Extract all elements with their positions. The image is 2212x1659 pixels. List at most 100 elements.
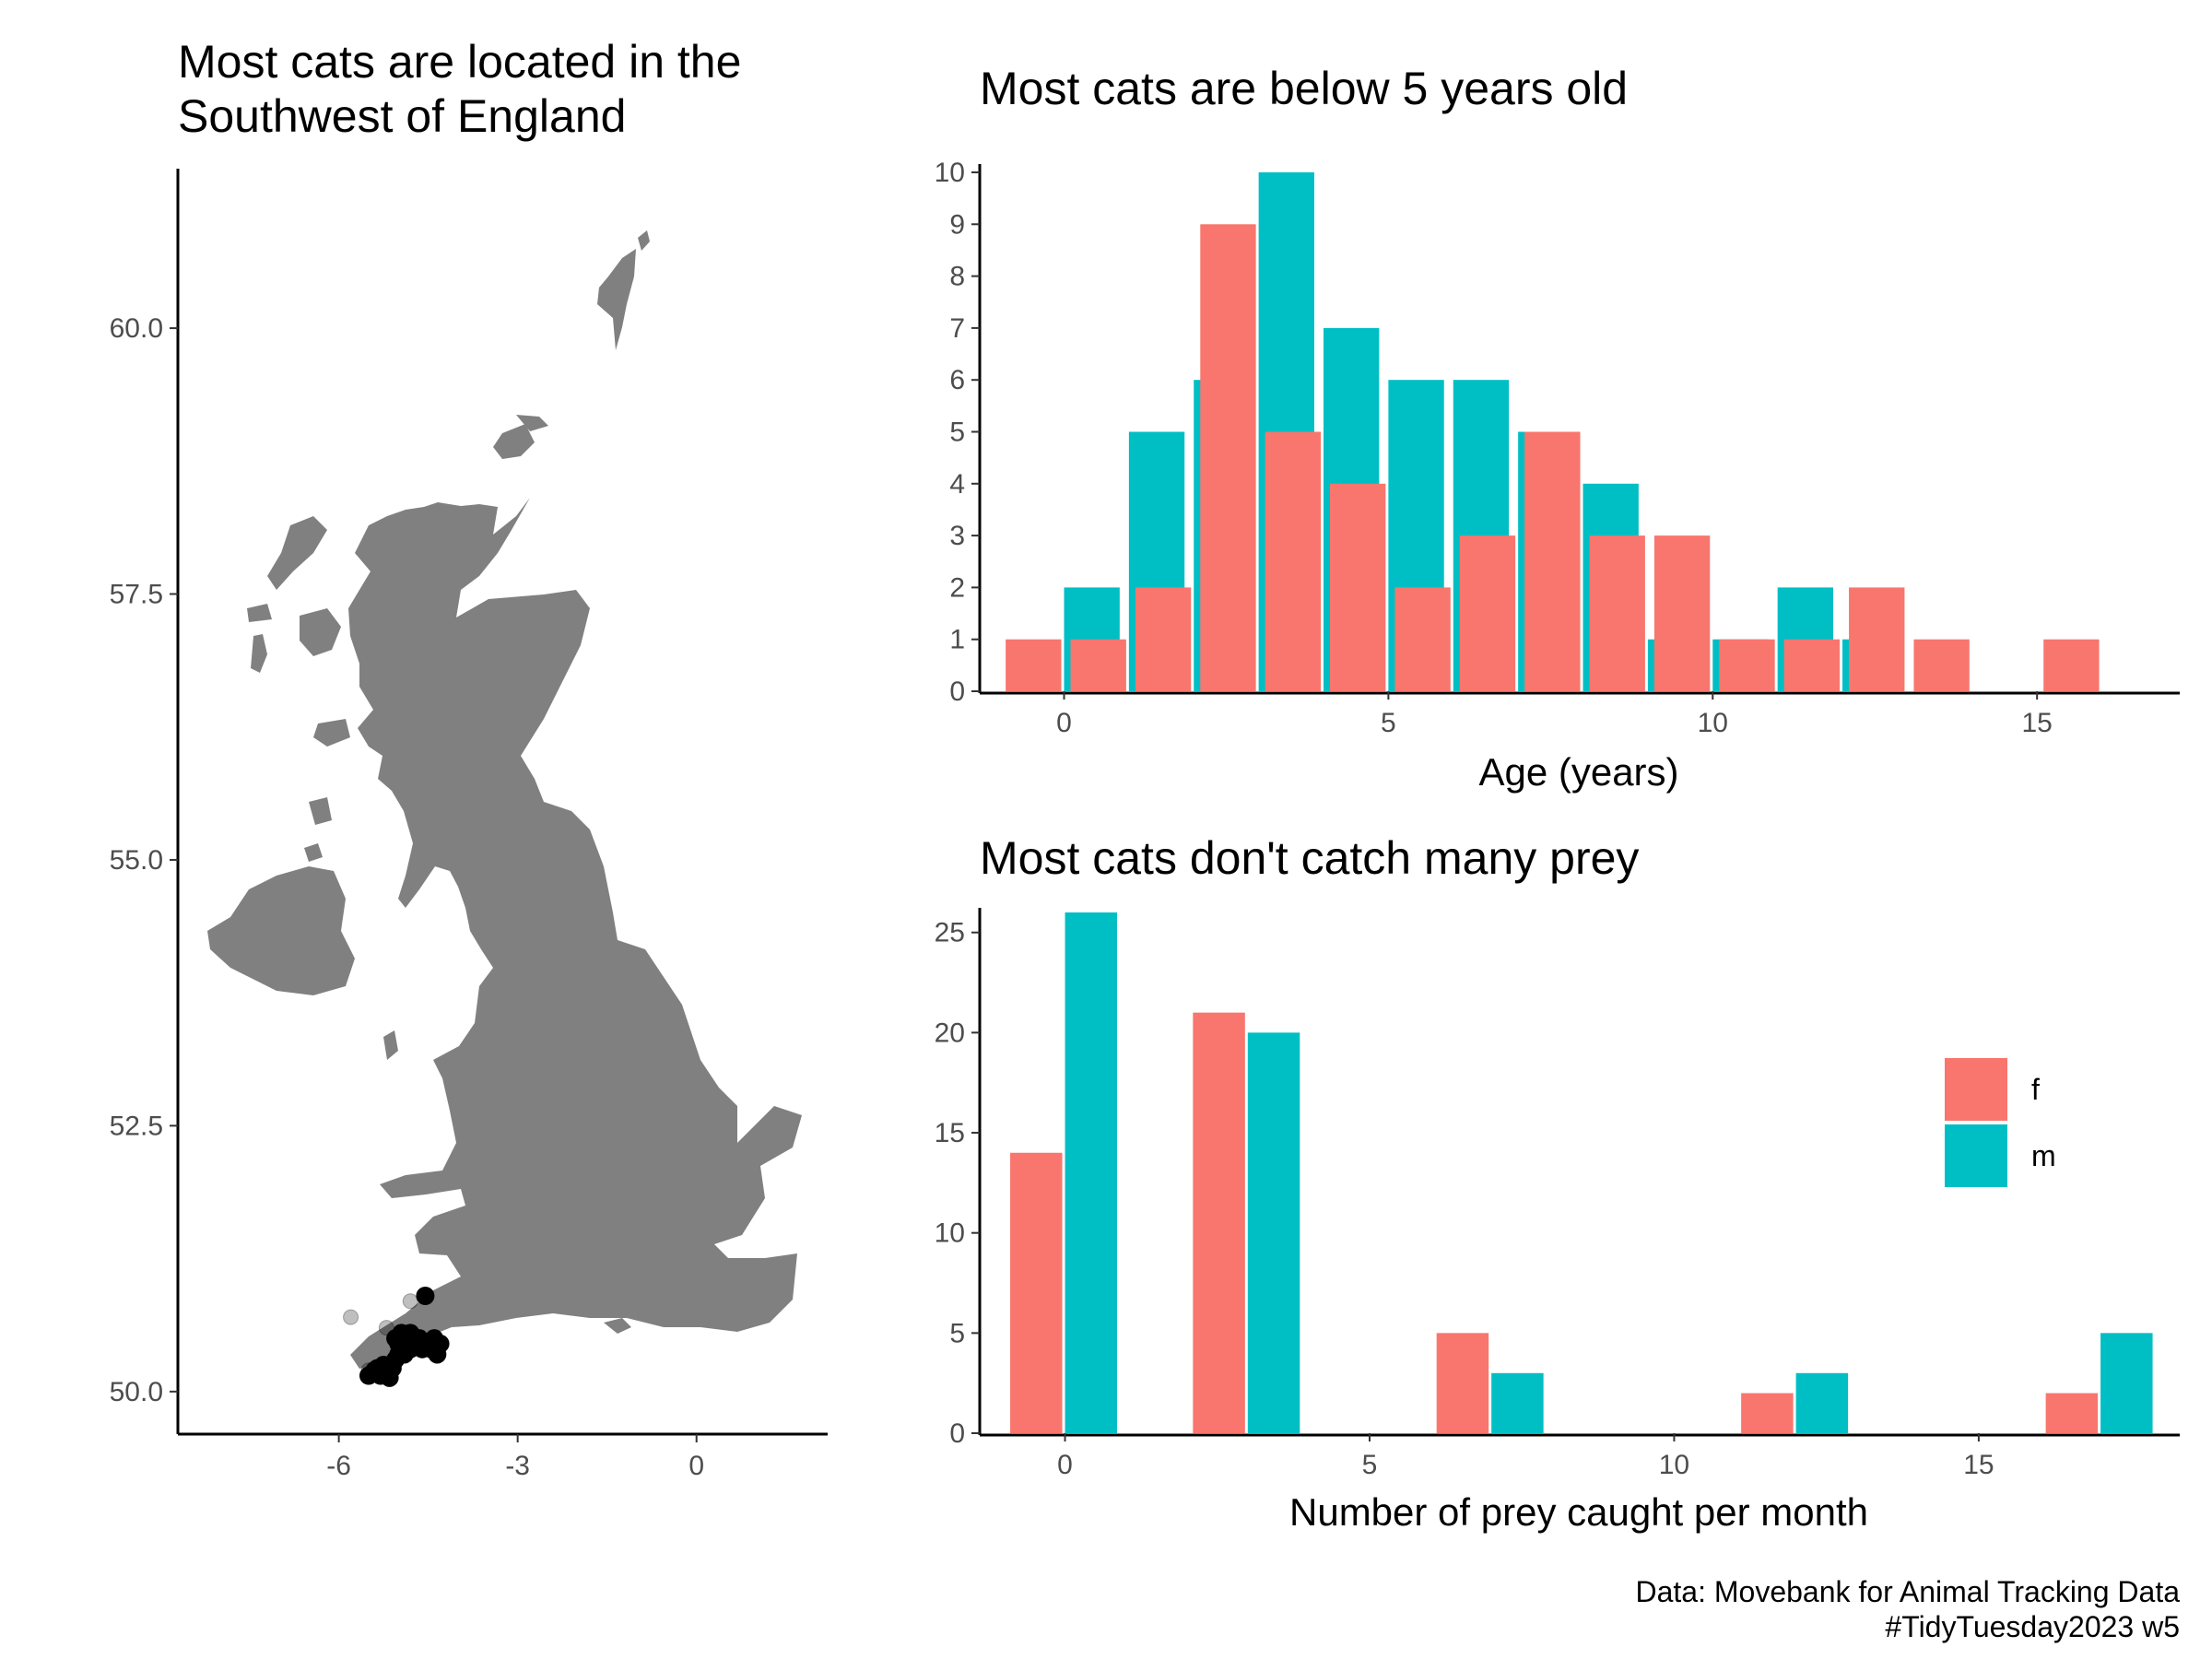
prey-y-tick-label: 10: [935, 1218, 965, 1249]
prey-y-tick-label: 15: [935, 1118, 965, 1148]
prey-bar-f: [1010, 1152, 1063, 1433]
shetland-shape: [597, 249, 636, 350]
prey-y-tick-label: 0: [949, 1418, 965, 1449]
orkney-shape: [493, 424, 535, 459]
age-bar-f: [1459, 535, 1516, 691]
age-bars: [1006, 172, 2100, 692]
age-bar-f: [1006, 639, 1062, 691]
map-y-tick-label: 52.5: [110, 1111, 163, 1141]
age-bar-f: [1719, 639, 1775, 691]
prey-x-ticks: 0 5 10 15: [1057, 1433, 1994, 1480]
age-x-tick-label: 15: [2021, 708, 2052, 738]
prey-bar-m: [1065, 912, 1118, 1433]
map-title-line-1: Most cats are located in the: [178, 36, 741, 88]
prey-x-tick-label: 5: [1362, 1450, 1378, 1480]
age-bar-f: [1265, 431, 1322, 691]
legend-key-f: [1945, 1058, 2007, 1121]
great-britain-shape: [348, 498, 802, 1369]
map-point: [401, 1324, 420, 1343]
map-x-tick-label: -3: [505, 1451, 530, 1481]
outer-hebrides-shape: [267, 516, 327, 590]
age-x-axis-title: Age (years): [1478, 750, 1678, 794]
age-x-tick-label: 10: [1698, 708, 1728, 738]
prey-bar-f: [1193, 1012, 1245, 1433]
map-point: [421, 1339, 441, 1359]
prey-x-tick-label: 15: [1963, 1450, 1994, 1480]
prey-bar-f: [2045, 1393, 2099, 1433]
age-bar-f: [1330, 483, 1386, 691]
hebrides-small-shape-1: [247, 604, 272, 622]
age-bar-f: [1653, 535, 1711, 691]
prey-panel: Most cats don't catch many prey 0 5 10 15 20…: [935, 832, 2180, 1534]
prey-bar-f: [1741, 1393, 1794, 1433]
orkney-small-shape: [516, 415, 548, 431]
age-y-tick-label: 3: [949, 521, 965, 551]
caption-line-1: Data: Movebank for Animal Tracking Data: [1636, 1575, 2181, 1608]
skye-shape: [300, 608, 341, 656]
age-y-tick-label: 1: [949, 625, 965, 655]
legend-label-m: m: [2031, 1139, 2056, 1172]
northern-ireland-shape: [207, 866, 355, 995]
prey-bar-m: [1795, 1372, 1849, 1433]
map-x-tick-label: 0: [688, 1451, 704, 1481]
prey-x-tick-label: 0: [1057, 1450, 1073, 1480]
age-y-tick-label: 7: [949, 313, 965, 344]
age-bar-f: [1070, 639, 1126, 691]
map-y-tick-label: 55.0: [110, 845, 163, 876]
map-panel: Most cats are located in the Southwest o…: [110, 36, 828, 1481]
map-point: [368, 1359, 387, 1378]
map-y-tick-label: 60.0: [110, 313, 163, 344]
islay-shape: [309, 797, 332, 825]
prey-x-axis-title: Number of prey caught per month: [1289, 1490, 1868, 1534]
hebrides-small-shape-2: [251, 634, 267, 673]
map-x-tick-label: -6: [326, 1451, 351, 1481]
prey-x-tick-label: 10: [1659, 1450, 1689, 1480]
age-y-tick-label: 5: [949, 418, 965, 448]
legend: f m: [1945, 1058, 2056, 1187]
map-y-tick-label: 57.5: [110, 580, 163, 610]
age-x-tick-label: 0: [1056, 708, 1072, 738]
age-x-ticks: 0 5 10 15: [1056, 691, 2053, 738]
shetland-small-shape: [638, 230, 650, 251]
map-y-tick-label: 50.0: [110, 1377, 163, 1407]
prey-bar-f: [1436, 1333, 1489, 1433]
age-y-tick-label: 2: [949, 572, 965, 603]
map-faded-point: [402, 1293, 418, 1310]
age-bar-f: [1783, 639, 1841, 691]
age-y-tick-label: 9: [949, 209, 965, 240]
map-point: [389, 1334, 408, 1353]
map-faded-point: [343, 1309, 359, 1325]
isle-of-man-shape: [383, 1030, 398, 1060]
map-y-ticks: 50.0 52.5 55.0 57.5 60.0: [110, 313, 178, 1407]
prey-bar-m: [2100, 1333, 2153, 1433]
age-title: Most cats are below 5 years old: [980, 63, 1628, 114]
age-bar-f: [1200, 224, 1256, 692]
map-x-ticks: -6 -3 0: [326, 1434, 704, 1481]
prey-y-tick-label: 5: [949, 1318, 965, 1348]
age-y-tick-label: 8: [949, 262, 965, 292]
age-y-tick-label: 10: [935, 158, 965, 188]
age-y-ticks: 0 1 2 3 4 5 6 7 8 9 10: [935, 158, 980, 707]
age-y-tick-label: 0: [949, 677, 965, 707]
map-points: [359, 1287, 450, 1387]
prey-y-tick-label: 25: [935, 918, 965, 948]
age-x-tick-label: 5: [1381, 708, 1396, 738]
legend-label-f: f: [2031, 1073, 2040, 1106]
kintyre-shape: [304, 843, 323, 862]
age-panel: Most cats are below 5 years old 0 1 2 3 4 5 6 7…: [935, 63, 2180, 794]
age-bar-f: [1394, 587, 1451, 691]
age-bar-f: [2043, 639, 2100, 691]
age-bar-f: [1913, 639, 1970, 691]
mull-shape: [313, 719, 350, 747]
prey-y-tick-label: 20: [935, 1018, 965, 1048]
age-bar-f: [1589, 535, 1645, 691]
isle-of-wight-shape: [604, 1318, 631, 1334]
map-title-line-2: Southwest of England: [178, 90, 626, 142]
age-y-tick-label: 6: [949, 365, 965, 395]
age-bar-f: [1135, 587, 1192, 691]
prey-bars: [1010, 912, 2153, 1433]
map-point: [416, 1287, 435, 1306]
map-land: [207, 230, 802, 1369]
prey-bar-m: [1491, 1372, 1544, 1433]
